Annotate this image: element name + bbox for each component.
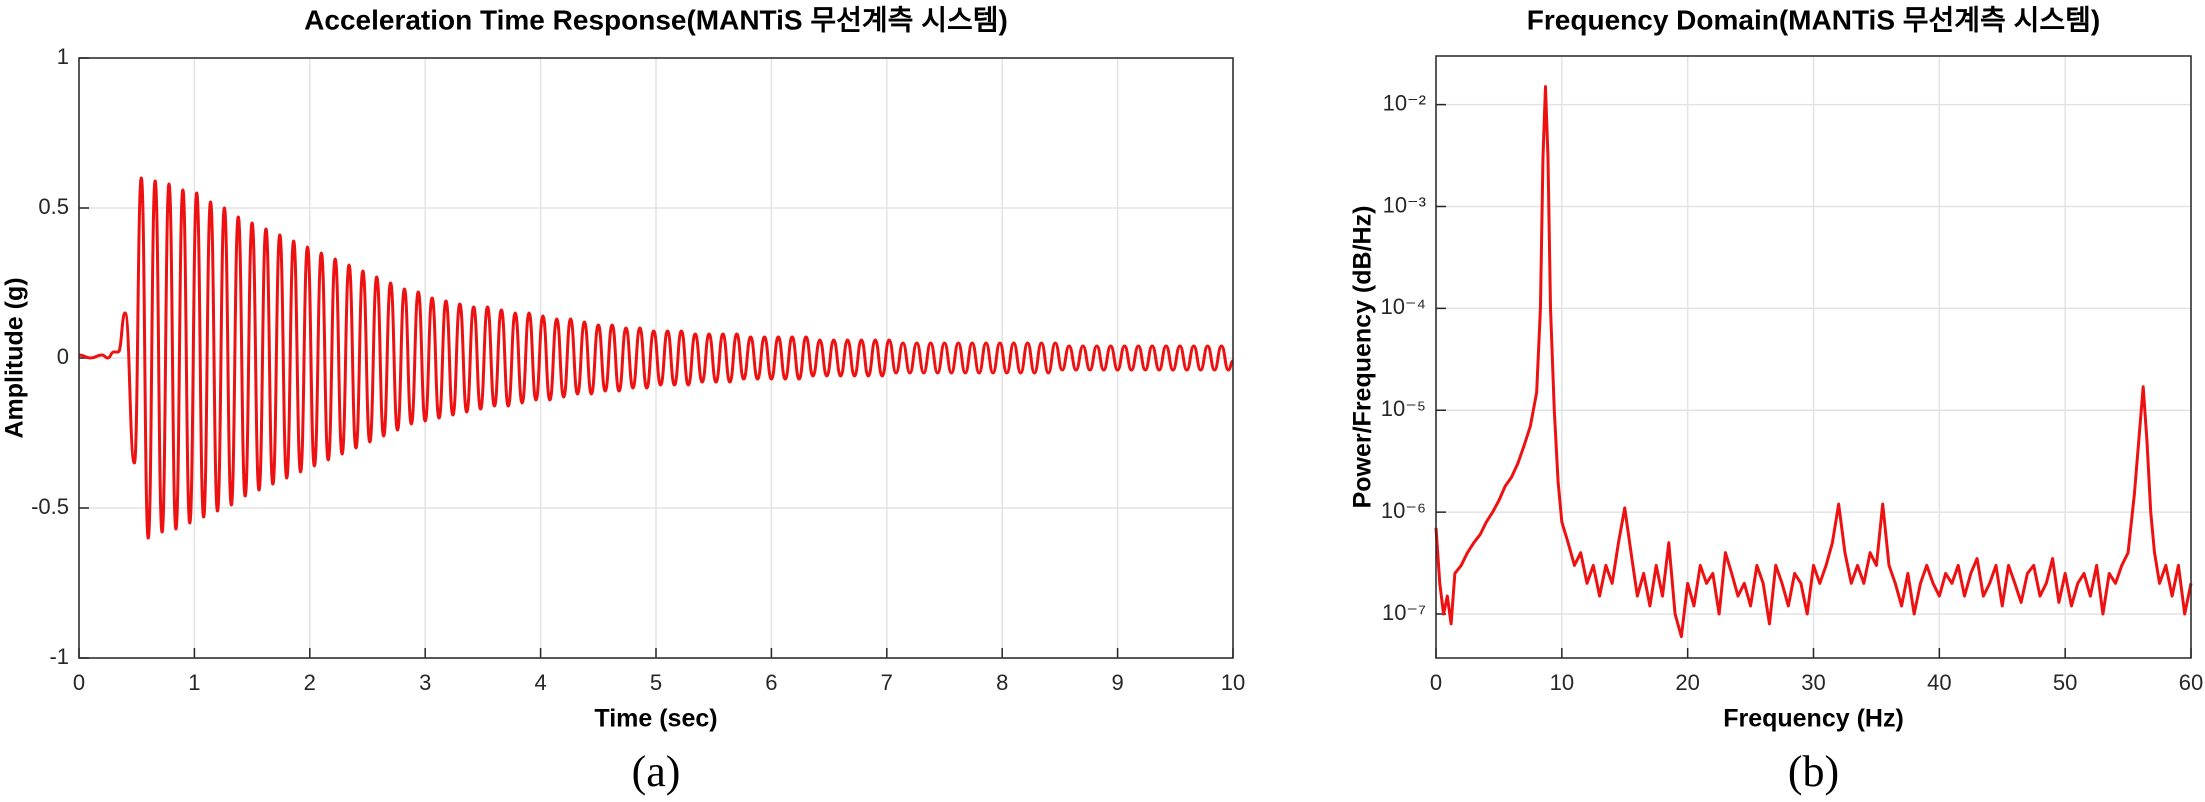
y-tick-label: 10⁻⁵ [1381, 396, 1426, 421]
x-tick-label: 50 [2053, 670, 2077, 695]
x-axis-label: Time (sec) [594, 705, 717, 733]
chart-title: Acceleration Time Response(MANTiS 무선계측 시… [304, 4, 1008, 35]
y-tick-label: 0 [57, 344, 69, 369]
caption: (b) [1788, 747, 1839, 796]
axes-box [78, 57, 1234, 659]
x-tick-label: 60 [2179, 670, 2203, 695]
x-tick-label: 10 [1550, 670, 1574, 695]
x-tick-label: 9 [1111, 670, 1123, 695]
x-tick-label: 7 [881, 670, 893, 695]
x-tick-label: 20 [1675, 670, 1699, 695]
y-tick-label: 10⁻⁶ [1381, 498, 1426, 523]
x-tick-label: 0 [1430, 670, 1442, 695]
y-tick-label: -0.5 [31, 494, 69, 519]
data-line [78, 176, 1234, 540]
y-tick-label: 10⁻⁴ [1380, 294, 1426, 319]
y-tick-label: -1 [49, 644, 69, 669]
x-tick-label: 1 [188, 670, 200, 695]
x-axis-label: Frequency (Hz) [1723, 705, 1904, 733]
y-axis-label: Power/Frequency (dB/Hz) [1349, 206, 1377, 509]
x-tick-label: 5 [650, 670, 662, 695]
x-tick-label: 2 [304, 670, 316, 695]
caption: (a) [632, 747, 681, 796]
x-tick-label: 0 [73, 670, 85, 695]
y-tick-label: 0.5 [38, 194, 69, 219]
chart-title: Frequency Domain(MANTiS 무선계측 시스템) [1527, 4, 2100, 35]
y-axis-label: Amplitude (g) [1, 277, 29, 438]
axes-box [1435, 55, 2192, 659]
y-tick-label: 10⁻² [1383, 90, 1426, 115]
y-tick-label: 10⁻⁷ [1382, 600, 1426, 625]
x-tick-label: 3 [419, 670, 431, 695]
data-line [1434, 85, 2193, 639]
y-tick-label: 1 [57, 44, 69, 69]
x-tick-label: 30 [1801, 670, 1825, 695]
x-tick-label: 10 [1221, 670, 1245, 695]
y-tick-label: 10⁻³ [1383, 192, 1426, 217]
x-tick-label: 8 [996, 670, 1008, 695]
x-tick-label: 40 [1927, 670, 1951, 695]
x-tick-label: 4 [534, 670, 546, 695]
x-tick-label: 6 [765, 670, 777, 695]
